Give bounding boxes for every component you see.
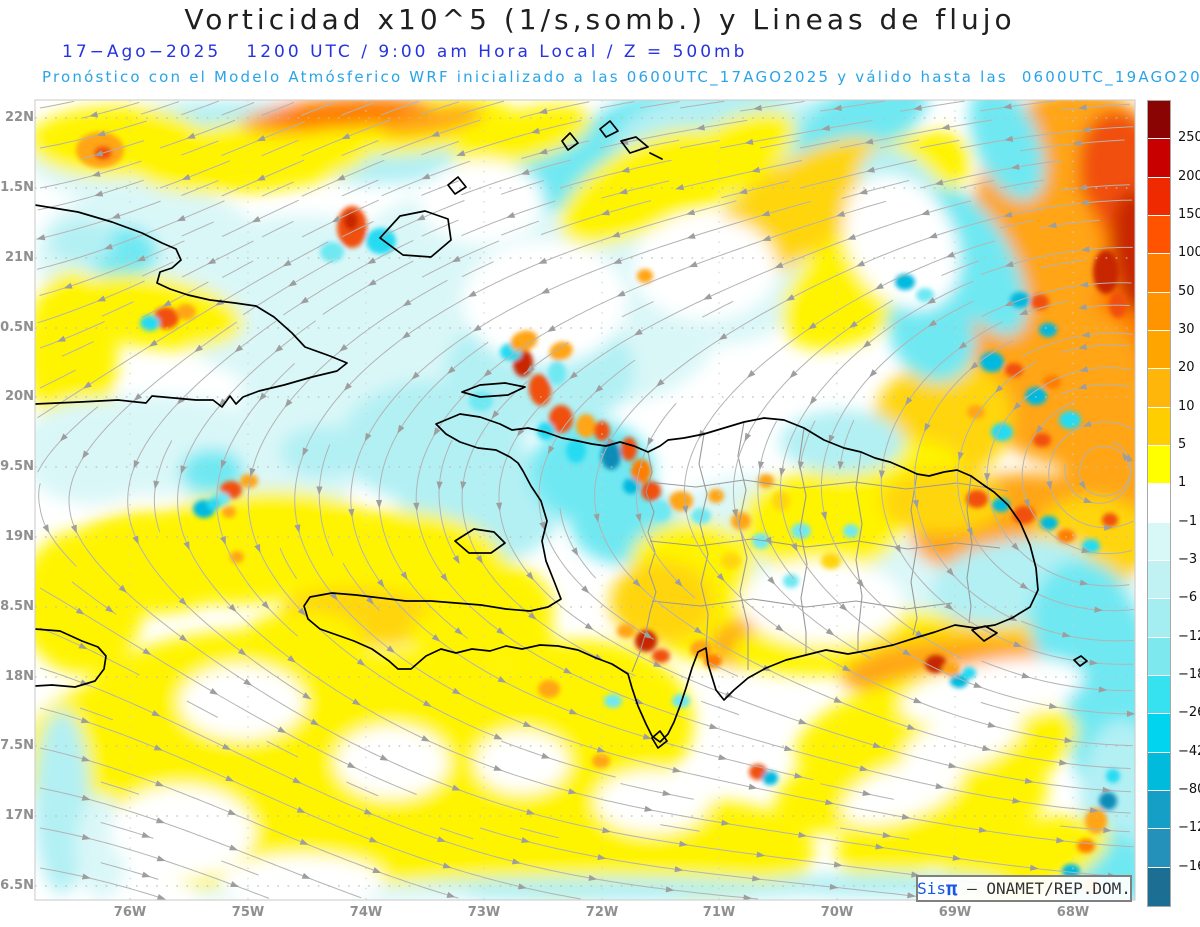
colorbar-label: 150: [1178, 207, 1200, 222]
colorbar: [1147, 100, 1171, 907]
colorbar-label: −18: [1178, 667, 1200, 682]
colorbar-segment: [1148, 369, 1170, 408]
colorbar-label: −120: [1178, 820, 1200, 836]
brand-pi: π: [946, 877, 958, 900]
brand-sis: Sis: [917, 879, 947, 898]
colorbar-segment: [1148, 560, 1170, 600]
lat-tick-label: 22N: [5, 110, 34, 125]
plot-frame: [34, 99, 1136, 901]
colorbar-label: −80: [1178, 782, 1200, 797]
colorbar-label: 50: [1178, 283, 1195, 299]
colorbar-segment: [1148, 675, 1170, 715]
lat-tick-label: 9.5N: [0, 459, 34, 474]
colorbar-segment: [1148, 522, 1170, 561]
colorbar-segment: [1148, 714, 1170, 753]
colorbar-label: 1: [1178, 475, 1187, 491]
vorticity-cores-layer: [76, 132, 1127, 893]
forecast-line: Pronóstico con el Modelo Atmósferico WRF…: [42, 68, 1200, 86]
lon-tick-label: 75W: [231, 905, 265, 920]
lon-tick-label: 73W: [467, 905, 501, 920]
colorbar-segment: [1148, 292, 1170, 331]
colorbar-segment: [1148, 101, 1170, 140]
map-layers: [35, 100, 1135, 900]
colorbar-segment: [1148, 139, 1170, 178]
lat-tick-label: 19N: [5, 529, 34, 544]
colorbar-label: 250: [1178, 130, 1200, 146]
colorbar-label: −6: [1178, 590, 1198, 606]
lon-tick-label: 69W: [938, 905, 972, 920]
colorbar-label: 5: [1178, 437, 1187, 452]
coastlines-layer: [35, 120, 1088, 749]
colorbar-label: −160: [1178, 858, 1200, 874]
colorbar-label: 200: [1178, 168, 1200, 184]
colorbar-legend: 250 200 150 100 50 30 20 10 5 1 −1 −3 −6 −12 −18 −26 −42…: [1147, 100, 1200, 910]
colorbar-label: 10: [1178, 398, 1195, 414]
lat-tick-label: 6.5N: [0, 878, 34, 893]
colorbar-label: −12: [1178, 628, 1200, 644]
lon-tick-label: 72W: [585, 905, 619, 920]
colorbar-segment: [1148, 407, 1170, 446]
colorbar-label: 30: [1178, 322, 1195, 337]
colorbar-segment: [1148, 177, 1170, 216]
colorbar-segment: [1148, 330, 1170, 370]
colorbar-segment: [1148, 215, 1170, 255]
lon-tick-label: 71W: [702, 905, 736, 920]
lat-tick-label: 8.5N: [0, 599, 34, 614]
colorbar-segment: [1148, 599, 1170, 638]
brand-rest: — ONAMET/REP.DOM.: [957, 879, 1131, 898]
lat-tick-label: 20N: [5, 389, 34, 404]
colorbar-segment: [1148, 790, 1170, 830]
colorbar-segment: [1148, 867, 1170, 906]
colorbar-label: −3: [1178, 552, 1198, 567]
lat-tick-label: 18N: [5, 669, 34, 684]
graticule-layer: [35, 100, 1135, 900]
colorbar-label: 100: [1178, 245, 1200, 261]
lon-tick-label: 74W: [349, 905, 383, 920]
colorbar-label: −42: [1178, 743, 1200, 759]
lat-tick-label: 21N: [5, 250, 34, 265]
lat-tick-label: 0.5N: [0, 320, 34, 335]
colorbar-segment: [1148, 484, 1170, 523]
colorbar-segment: [1148, 445, 1170, 485]
page-title: Vorticidad x10^5 (1/s,somb.) y Lineas de…: [184, 3, 1016, 36]
lat-tick-label: 1.5N: [0, 180, 34, 195]
lon-tick-label: 68W: [1056, 905, 1090, 920]
colorbar-label: −26: [1178, 705, 1200, 721]
colorbar-label: −1: [1178, 513, 1198, 529]
province-borders-layer: [631, 421, 1009, 673]
colorbar-segment: [1148, 752, 1170, 791]
lon-tick-label: 70W: [820, 905, 854, 920]
branding-box: Sis π — ONAMET/REP.DOM.: [916, 875, 1132, 902]
colorbar-segment: [1148, 637, 1170, 676]
valid-time-line: 17−Ago−2025 1200 UTC / 9:00 am Hora Loca…: [62, 42, 748, 62]
lat-tick-label: 7.5N: [0, 738, 34, 753]
lon-tick-label: 76W: [113, 905, 147, 920]
streamlines-layer: [36, 100, 1135, 900]
colorbar-label: 20: [1178, 360, 1195, 376]
lat-tick-label: 17N: [5, 808, 34, 823]
colorbar-segment: [1148, 829, 1170, 868]
colorbar-segment: [1148, 254, 1170, 293]
